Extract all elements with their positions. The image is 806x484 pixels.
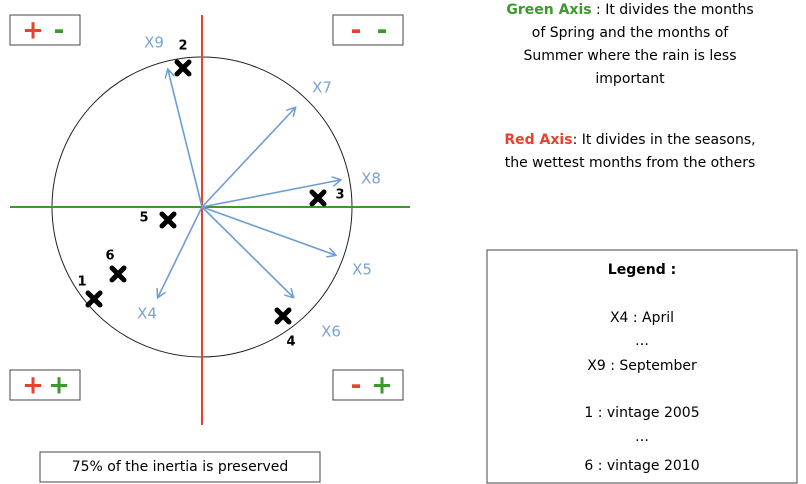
variable-label: X7 [312,79,332,97]
green-axis-line: of Spring and the months of [532,25,730,41]
quadrant-box [332,369,404,401]
variable-arrow [201,108,295,208]
legend-line: 1 : vintage 2005 [584,405,699,421]
red-axis-line: : It divides in the seasons, [573,132,756,148]
green-axis-text: of Spring and the months of [532,25,730,41]
observation-label: 4 [286,335,295,350]
variable-arrow [168,70,203,208]
observation-label: 5 [139,211,148,226]
variable-label: X8 [361,170,381,188]
legend-line: 6 : vintage 2010 [584,458,699,474]
green-axis-text: Summer where the rain is less [523,48,736,64]
quadrant-sign: - [54,16,65,46]
variable-label: X4 [137,305,157,323]
observation-marker [109,265,127,283]
green-axis-line: important [595,71,665,87]
quadrant-sign: - [351,371,362,401]
variable-label: X6 [321,323,341,341]
legend-line: X9 : September [587,358,697,374]
legend-line: X4 : April [610,310,674,326]
quadrant-sign: + [48,371,70,401]
variable-arrow [201,180,340,208]
observation-marker [274,307,292,325]
red-axis-label: Red Axis [504,132,572,148]
observation-marker [174,59,192,77]
observation-label: 1 [77,275,86,290]
quadrant-sign: - [377,16,388,46]
variable-arrow [201,206,293,297]
quadrant-sign: + [22,16,44,46]
red-axis-line: the wettest months from the others [505,155,756,171]
legend-line: … [635,429,649,445]
observation-label: 3 [335,188,344,203]
quadrant-sign: + [371,371,393,401]
observation-label: 2 [178,39,187,54]
green-axis-line: Summer where the rain is less [523,48,736,64]
quadrant-box [9,14,81,46]
variable-arrow [201,206,335,255]
legend-box [486,249,798,484]
variable-label: X9 [144,34,164,52]
observation-label: 6 [105,249,114,264]
quadrant-box [332,14,404,46]
quadrant-sign: - [351,16,362,46]
observation-marker [85,290,103,308]
green-axis-label: Green Axis [506,2,591,18]
variable-label: X5 [352,261,372,279]
observation-marker [309,189,327,207]
green-axis-text: Green Axis : It divides the months [506,2,753,18]
quadrant-sign: + [22,371,44,401]
green-axis-line: : It divides the months [592,2,754,18]
observation-marker [159,211,177,229]
inertia-note: 75% of the inertia is preserved [72,459,289,475]
red-axis-text: Red Axis: It divides in the seasons, [504,132,755,148]
legend-line: … [635,333,649,349]
green-axis-text: important [595,71,665,87]
red-axis-text: the wettest months from the others [505,155,756,171]
quadrant-box [9,369,81,401]
variable-arrow [158,206,203,297]
note-box [39,451,321,483]
legend-title: Legend : [608,262,676,278]
